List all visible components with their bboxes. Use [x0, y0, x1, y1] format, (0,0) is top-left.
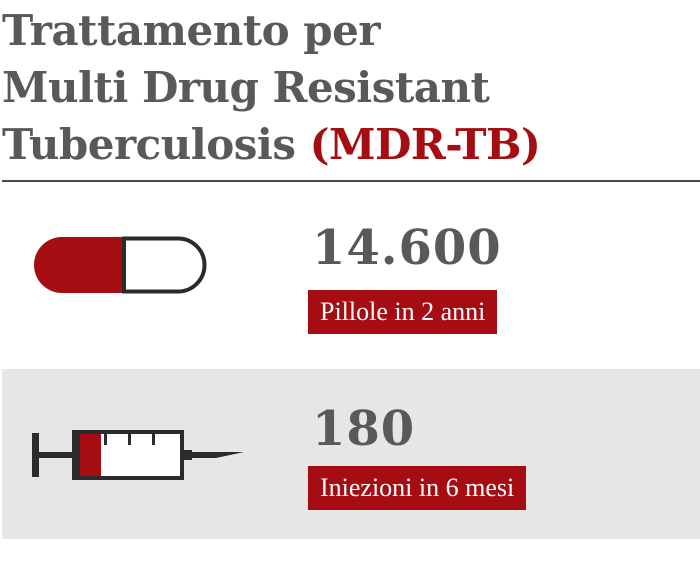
pill-icon	[34, 236, 207, 294]
pills-label: Pillole in 2 anni	[308, 290, 498, 334]
syringe-icon	[32, 430, 244, 480]
title-divider	[2, 180, 700, 182]
title-line-2: Multi Drug Resistant	[2, 63, 490, 112]
infographic-title: Trattamento per Multi Drug Resistant Tub…	[2, 2, 692, 173]
injections-count: 180	[312, 401, 416, 457]
injections-row: 180 Iniezioni in 6 mesi	[2, 369, 700, 539]
pills-row: 14.600 Pillole in 2 anni	[2, 200, 700, 350]
pills-count: 14.600	[312, 220, 502, 276]
title-line-1: Trattamento per	[2, 6, 381, 55]
title-accent-mdr-tb: (MDR-TB)	[309, 120, 541, 169]
title-line-3: Tuberculosis	[2, 120, 310, 169]
injections-label: Iniezioni in 6 mesi	[308, 466, 527, 510]
